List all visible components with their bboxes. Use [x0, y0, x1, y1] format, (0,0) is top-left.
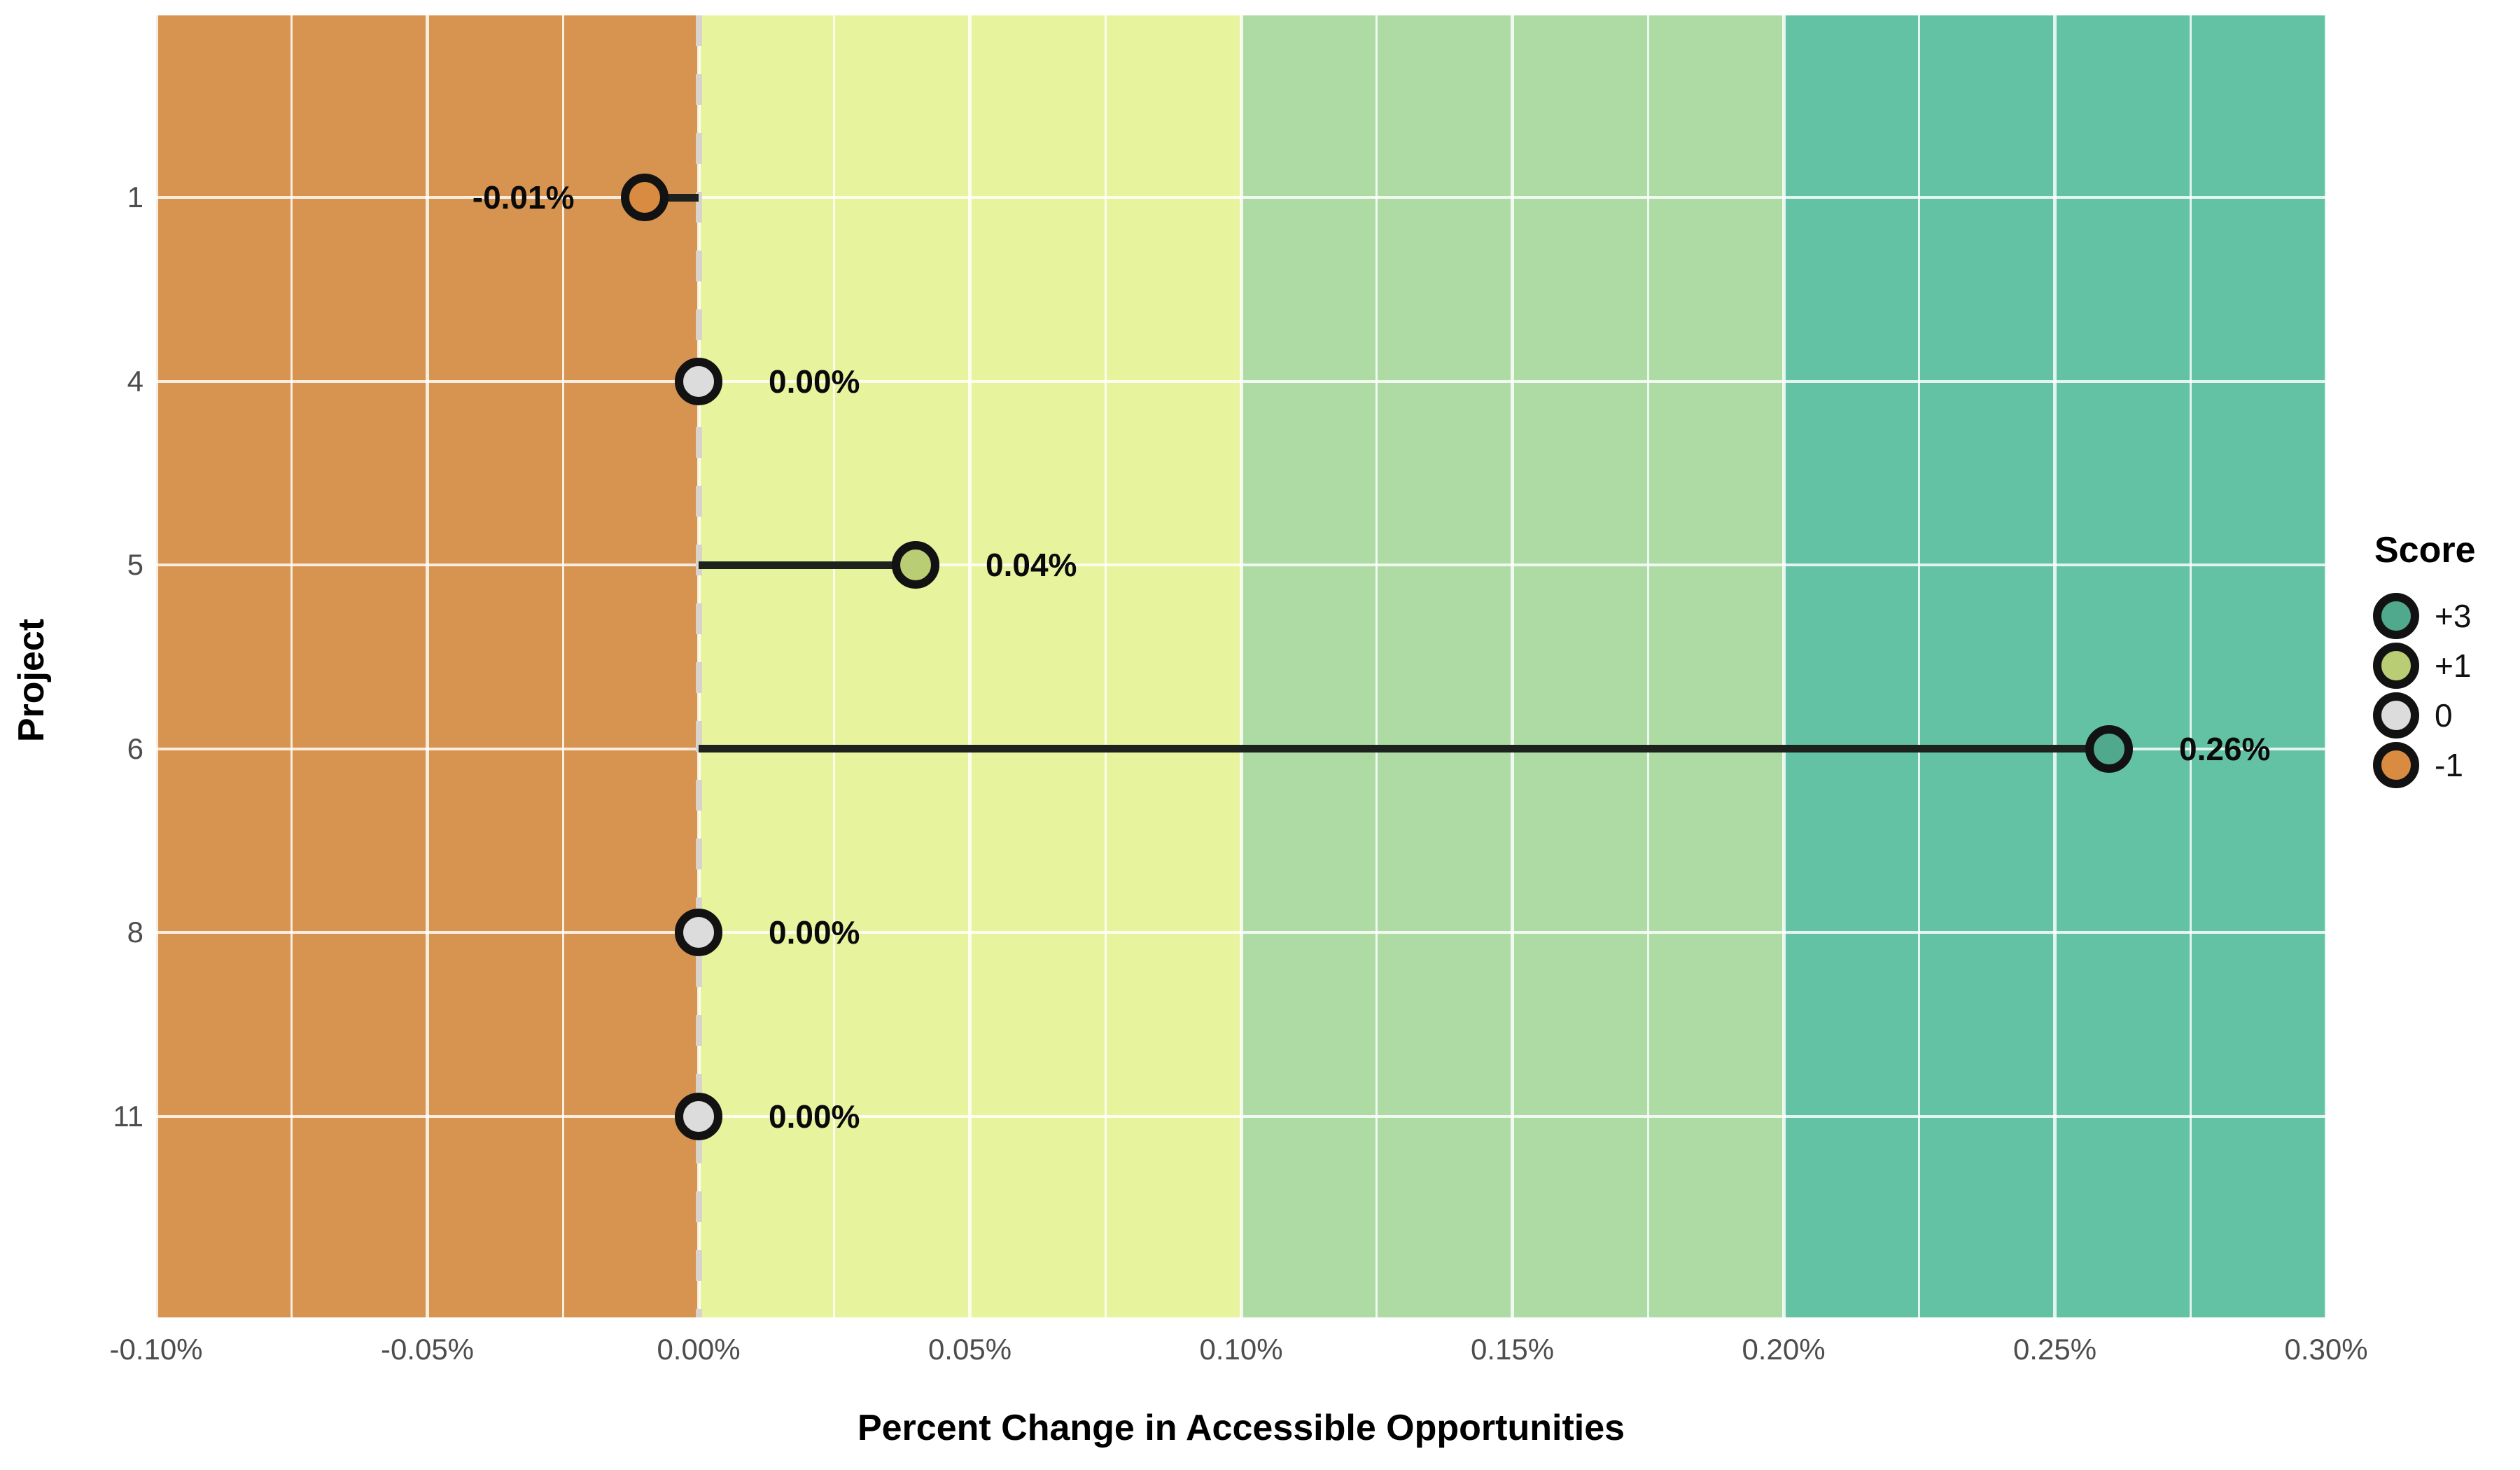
lollipop-stem — [699, 745, 2109, 753]
major-gridline — [968, 15, 972, 1317]
y-tick-label: 5 — [127, 548, 144, 582]
data-point-label: 0.04% — [986, 547, 1077, 584]
row-gridline — [156, 379, 2326, 383]
data-point-dot — [620, 174, 668, 222]
x-tick-label: 0.05% — [927, 1333, 1012, 1366]
legend-swatch-circle — [2373, 741, 2419, 788]
major-gridline — [2053, 15, 2057, 1317]
legend-item: -1 — [2373, 740, 2520, 790]
zero-reference-line — [695, 15, 702, 1317]
major-gridline — [426, 15, 429, 1317]
data-point-label: 0.26% — [2179, 730, 2271, 767]
x-axis-title: Percent Change in Accessible Opportuniti… — [857, 1408, 1625, 1448]
major-gridline — [1239, 15, 1243, 1317]
legend-entry-label: +3 — [2435, 597, 2472, 634]
minor-gridline — [290, 15, 293, 1317]
legend-swatch-circle — [2373, 692, 2419, 738]
minor-gridline — [2189, 15, 2192, 1317]
minor-gridline — [561, 15, 564, 1317]
row-gridline — [156, 931, 2326, 934]
x-tick-label: 0.15% — [1470, 1333, 1555, 1366]
legend-item: +1 — [2373, 640, 2520, 690]
y-tick-label: 11 — [113, 1100, 144, 1133]
data-point-dot — [675, 357, 722, 405]
row-gridline — [156, 1115, 2326, 1118]
minor-gridline — [1376, 15, 1378, 1317]
legend-title: Score — [2374, 530, 2476, 570]
x-tick-label: 0.10% — [1199, 1333, 1283, 1366]
major-gridline — [2324, 15, 2328, 1317]
x-tick-label: 0.25% — [2012, 1333, 2097, 1366]
row-gridline — [156, 564, 2326, 567]
x-tick-label: 0.00% — [657, 1333, 741, 1366]
data-point-dot — [675, 909, 722, 957]
legend-entry-label: 0 — [2435, 696, 2453, 734]
data-point-dot — [892, 541, 939, 589]
data-point-label: -0.01% — [472, 179, 575, 216]
data-point-label: 0.00% — [769, 1098, 860, 1135]
minor-gridline — [1646, 15, 1649, 1317]
row-gridline — [156, 196, 2326, 200]
x-tick-label: 0.30% — [2284, 1333, 2368, 1366]
y-tick-label: 4 — [127, 364, 144, 398]
y-tick-label: 1 — [127, 181, 144, 214]
minor-gridline — [1918, 15, 1921, 1317]
data-point-label: 0.00% — [769, 363, 860, 400]
data-point-dot — [675, 1093, 722, 1140]
x-tick-label: 0.20% — [1742, 1333, 1826, 1366]
legend: Score +3 +1 0 -1 — [2373, 529, 2520, 790]
major-gridline — [1511, 15, 1514, 1317]
major-gridline — [1782, 15, 1786, 1317]
legend-items: +3 +1 0 -1 — [2373, 591, 2520, 790]
legend-entry-label: +1 — [2435, 647, 2472, 684]
lollipop-stem — [644, 193, 699, 202]
legend-entry-label: -1 — [2435, 746, 2463, 783]
x-tick-label: -0.10% — [109, 1333, 203, 1366]
data-point-label: 0.00% — [769, 914, 860, 951]
x-tick-label: -0.05% — [380, 1333, 475, 1366]
legend-swatch-circle — [2373, 642, 2419, 689]
legend-item: +3 — [2373, 591, 2520, 640]
major-gridline — [154, 15, 158, 1317]
minor-gridline — [1104, 15, 1107, 1317]
legend-swatch-circle — [2373, 592, 2419, 639]
data-point-dot — [2085, 724, 2133, 773]
y-tick-label: 6 — [127, 732, 144, 765]
legend-item: 0 — [2373, 690, 2520, 740]
y-tick-label: 8 — [127, 916, 144, 949]
minor-gridline — [833, 15, 836, 1317]
plot-panel: -0.01% 0.00% 0.04% 0.26% 0.00% 0.00% — [154, 15, 2328, 1317]
lollipop-stem — [699, 561, 916, 569]
